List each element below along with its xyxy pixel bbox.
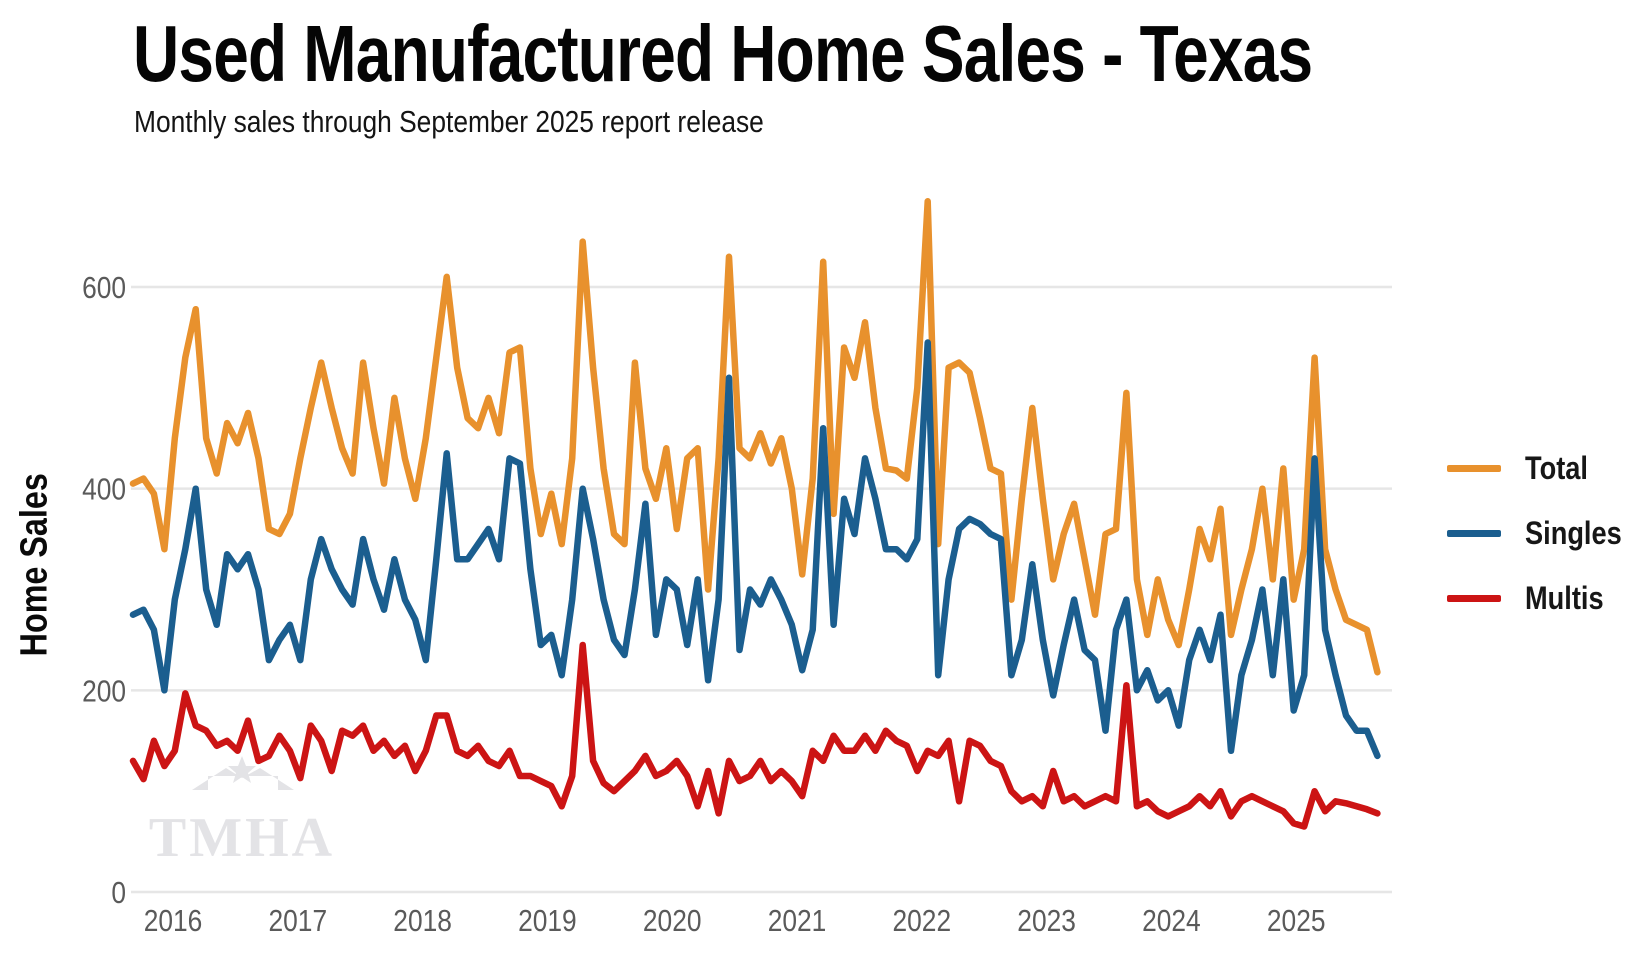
- legend-label-total: Total: [1525, 450, 1588, 486]
- svg-text:2024: 2024: [1142, 904, 1201, 938]
- page-title: Used Manufactured Home Sales - Texas: [133, 9, 1313, 98]
- legend-swatch-total: [1447, 465, 1501, 472]
- svg-text:2019: 2019: [518, 904, 577, 938]
- y-tick-labels: 0 200 400 600: [82, 271, 126, 910]
- legend-item-singles: Singles: [1447, 501, 1639, 566]
- page-subtitle: Monthly sales through September 2025 rep…: [134, 104, 764, 139]
- chart-legend: Total Singles Multis: [1447, 436, 1639, 631]
- svg-text:2017: 2017: [269, 904, 328, 938]
- legend-item-multis: Multis: [1447, 566, 1639, 631]
- legend-item-total: Total: [1447, 436, 1639, 501]
- svg-text:2018: 2018: [393, 904, 452, 938]
- series-lines: [129, 198, 1381, 830]
- svg-text:2020: 2020: [643, 904, 702, 938]
- svg-text:2023: 2023: [1017, 904, 1076, 938]
- legend-swatch-singles: [1447, 530, 1501, 537]
- svg-text:2021: 2021: [768, 904, 827, 938]
- svg-text:2016: 2016: [144, 904, 203, 938]
- svg-text:0: 0: [111, 876, 126, 910]
- legend-label-singles: Singles: [1525, 515, 1622, 551]
- svg-text:2022: 2022: [893, 904, 952, 938]
- svg-text:400: 400: [82, 473, 126, 507]
- svg-text:2025: 2025: [1267, 904, 1326, 938]
- legend-swatch-multis: [1447, 595, 1501, 602]
- x-tick-labels: 2016 2017 2018 2019 2020 2021 2022 2023 2024 2025: [144, 904, 1326, 938]
- svg-text:200: 200: [82, 674, 126, 708]
- legend-label-multis: Multis: [1525, 580, 1604, 616]
- svg-text:600: 600: [82, 271, 126, 305]
